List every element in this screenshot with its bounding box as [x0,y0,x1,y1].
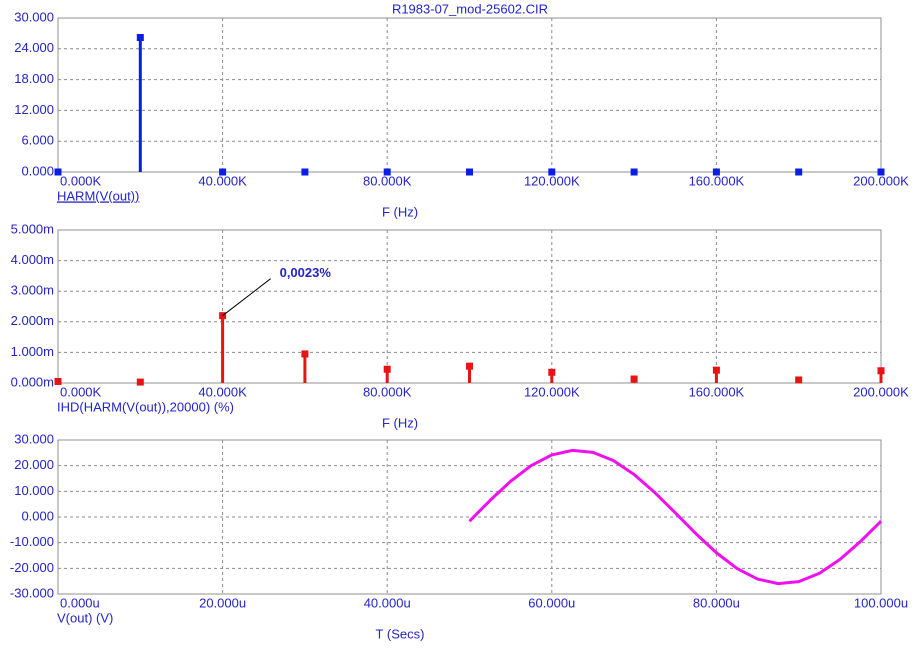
x-tick-label: 80.000K [363,173,412,188]
stem-marker [795,376,803,384]
y-tick-label: -20.000 [10,560,54,575]
stem-marker [219,168,227,176]
annotation-arrow [222,278,271,317]
y-tick-label: 12.000 [14,102,54,117]
stem-marker [466,168,473,176]
y-tick-label: 24.000 [14,40,54,55]
x-tick-label: 200.000K [853,173,909,188]
x-tick-label: 120.000K [524,384,580,399]
legend-entry: V(out) (V) [57,610,113,625]
stem-marker [136,378,144,386]
x-tick-label: 40.000u [364,595,411,610]
stem-marker [301,168,309,176]
legend-entry: IHD(HARM(V(out)),20000) (%) [57,399,234,414]
x-tick-label: 0.000u [60,595,100,610]
stem-marker [383,365,391,373]
x-tick-label: 20.000u [199,595,246,610]
x-axis-label: F (Hz) [382,415,418,430]
stem-marker [548,168,556,176]
y-tick-label: 1.000m [11,344,54,359]
y-tick-label: 6.000 [21,133,54,148]
stem-marker [795,168,803,176]
plot-frame [57,229,882,384]
stem-marker [136,34,144,42]
x-tick-label: 80.000u [693,595,740,610]
y-tick-label: 5.000m [11,221,54,236]
x-tick-label: 0.000K [60,384,102,399]
x-tick-label: 160.000K [689,173,745,188]
y-tick-label: 0.000 [21,508,54,523]
x-tick-label: 200.000K [853,384,909,399]
x-tick-label: 0.000K [60,173,102,188]
x-tick-label: 100.000u [854,595,908,610]
stem-marker [54,168,62,176]
y-tick-label: 20.000 [14,457,54,472]
x-tick-label: 60.000u [528,595,575,610]
y-tick-label: -30.000 [10,585,54,600]
annotation: 0,0023% [280,265,332,280]
stem-marker [877,168,885,176]
chart-title: R1983-07_mod-25602.CIR [392,1,548,16]
line-series [468,448,883,586]
stem-marker [466,362,473,370]
x-tick-label: 120.000K [524,173,580,188]
x-tick-label: 40.000K [198,384,247,399]
y-tick-label: 4.000m [11,252,54,267]
stem-marker [630,375,638,383]
x-tick-label: 40.000K [198,173,247,188]
stem-marker [630,168,638,176]
stem-marker [548,368,556,376]
stem-marker [54,377,62,385]
x-tick-label: 80.000K [363,384,412,399]
stem-marker [383,168,391,176]
y-tick-label: -10.000 [10,534,54,549]
x-axis-label: F (Hz) [382,204,418,219]
y-tick-label: 18.000 [14,71,54,86]
y-tick-label: 30.000 [14,9,54,24]
legend-entry: HARM(V(out)) [57,188,139,203]
y-tick-label: 30.000 [14,431,54,446]
x-tick-label: 160.000K [689,384,745,399]
y-tick-label: 3.000m [11,283,54,298]
y-tick-label: 0.000 [21,163,54,178]
y-tick-label: 10.000 [14,483,54,498]
stem-marker [877,367,885,375]
plot-frame [57,439,882,595]
stem-marker [712,366,720,374]
stem-marker [301,350,309,358]
y-tick-label: 0.000m [11,374,54,389]
y-tick-label: 2.000m [11,313,54,328]
x-axis-label: T (Secs) [376,626,425,641]
stem-marker [712,168,720,176]
plot-frame [57,17,882,173]
